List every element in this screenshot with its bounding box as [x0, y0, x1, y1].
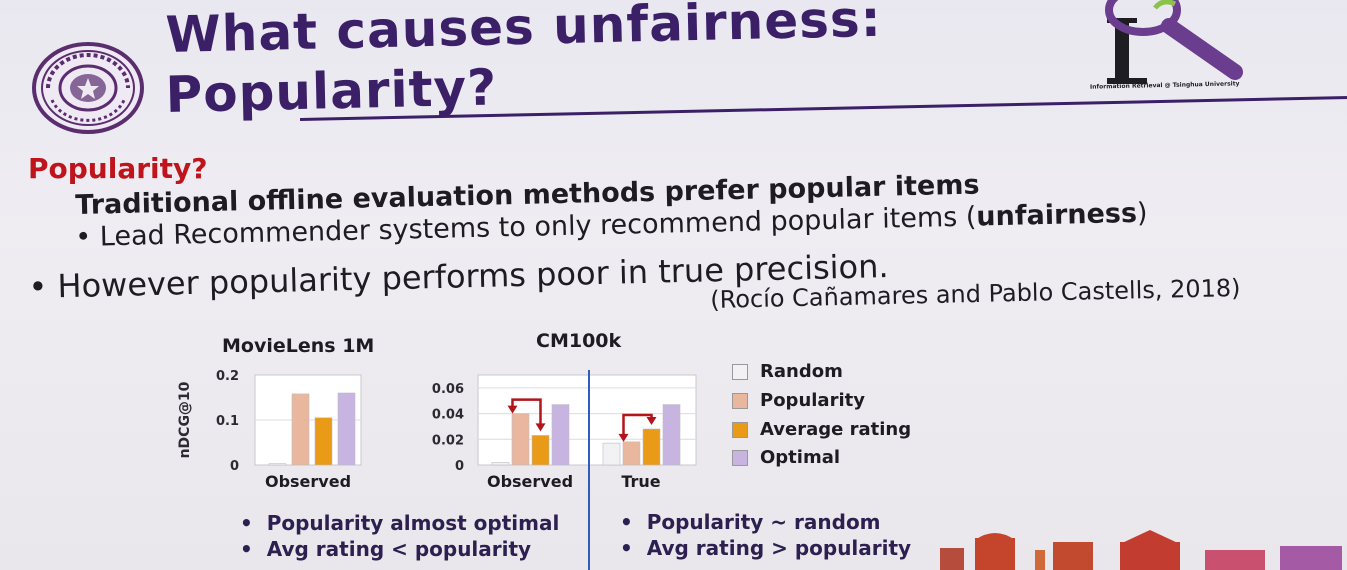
chart2-title: CM100k	[536, 330, 622, 352]
note-left-2: • Avg rating < popularity	[240, 537, 532, 561]
bullet-line-2-bold: unfairness	[976, 197, 1138, 233]
chart2-ytick-label: 0.04	[432, 408, 464, 423]
chart1-bar-popularity	[291, 393, 310, 466]
legend-swatch-popularity	[732, 392, 748, 409]
legend-item-average-rating: Average rating	[732, 419, 911, 440]
legend-swatch-random	[732, 363, 748, 380]
bullet-line-2-suffix: )	[1136, 197, 1148, 229]
chart1-bar-average-rating	[314, 417, 333, 466]
note-right-1: • Popularity ~ random	[620, 510, 881, 534]
chart2-bar-true-random	[602, 442, 621, 466]
legend-label-average-rating: Average rating	[760, 419, 912, 440]
vertical-divider	[588, 370, 590, 570]
note-left-1: • Popularity almost optimal	[240, 511, 560, 535]
chart1-bar-optimal	[337, 392, 356, 466]
chart2-bar-observed-average-rating	[531, 435, 550, 466]
legend-item-popularity: Popularity	[732, 390, 865, 411]
chart1-ytick-label: 0.2	[216, 369, 239, 384]
note-left-1-text: Popularity almost optimal	[266, 511, 560, 535]
legend-swatch-average-rating	[732, 421, 748, 438]
chart2-arrowhead-start-true	[618, 433, 629, 442]
legend-label-random: Random	[760, 361, 843, 382]
chart1-bar-random	[268, 463, 287, 466]
chart2-xtick-label-true: True	[621, 472, 660, 491]
chart2-arrowhead-start-observed	[507, 405, 518, 414]
note-right-2-text: Avg rating > popularity	[646, 536, 912, 560]
chart2-bar-true-optimal	[662, 404, 681, 466]
chart1-ytick-label: 0	[230, 459, 239, 474]
legend-label-popularity: Popularity	[760, 390, 865, 411]
chart2-arrowhead-true	[646, 417, 657, 425]
chart2-xtick-label-observed: Observed	[487, 472, 573, 491]
chart2-comparison-arrow-observed	[511, 398, 542, 428]
ir-magnifier-logo	[1105, 0, 1243, 84]
university-seal-logo	[32, 42, 144, 134]
chart2-arrowhead-observed	[535, 423, 546, 432]
chart1-ylabel: nDCG@10	[177, 381, 193, 458]
chart1-xtick-label: Observed	[265, 472, 351, 491]
chart2-ytick-label: 0.02	[432, 433, 464, 448]
legend-item-optimal: Optimal	[732, 447, 840, 468]
chart2-bar-observed-popularity	[511, 413, 530, 466]
legend-label-optimal: Optimal	[760, 447, 841, 468]
bar-charts: 0.2 0.1 0 nDCG@10 Observed 0.06 0.04 0.02 0 Obser…	[177, 369, 697, 491]
chart2-bar-observed-random	[491, 462, 510, 466]
chart2-ytick-label: 0.06	[432, 382, 464, 397]
chart1-title: MovieLens 1M	[222, 335, 375, 357]
section-heading: Popularity?	[28, 152, 208, 185]
chart2-bar-true-average-rating	[642, 428, 661, 466]
slide-title-line1: What causes unfairness:	[165, 0, 883, 64]
chart2-ytick-label: 0	[455, 459, 464, 474]
note-left-2-text: Avg rating < popularity	[266, 537, 532, 561]
note-right-1-text: Popularity ~ random	[646, 510, 881, 534]
chart1-ytick-label: 0.1	[216, 414, 239, 429]
chart2-bar-true-popularity	[622, 441, 641, 466]
legend-swatch-optimal	[732, 449, 748, 466]
note-right-2: • Avg rating > popularity	[620, 536, 912, 560]
chart2-bar-observed-optimal	[551, 404, 570, 466]
campus-skyline-decoration	[940, 530, 1342, 570]
legend-item-random: Random	[732, 361, 843, 382]
